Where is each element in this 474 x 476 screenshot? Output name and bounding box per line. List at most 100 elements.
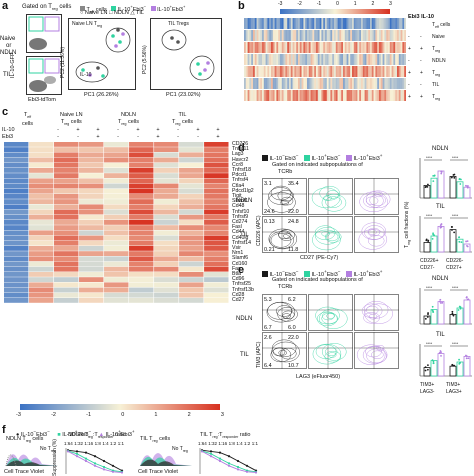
heat-b-cell xyxy=(319,66,322,77)
flow-contour xyxy=(374,191,384,198)
heat-b-cell xyxy=(278,90,281,101)
bar xyxy=(449,175,457,199)
scale-ticks-b: -3 -2 -1 0 1 2 3 xyxy=(278,1,392,7)
heat-c-cell xyxy=(54,251,79,256)
heat-b-cell xyxy=(335,18,338,29)
heat-b-cell xyxy=(310,30,313,41)
heat-b-cell xyxy=(299,42,302,53)
heat-b-cell xyxy=(244,78,246,89)
heat-b-cell xyxy=(319,54,322,65)
bar-point xyxy=(452,364,455,367)
heat-b-cell xyxy=(321,78,324,89)
heat-b-cell xyxy=(263,42,266,53)
bar-point xyxy=(432,233,435,236)
heat-c-cell xyxy=(204,220,229,225)
flow-contour xyxy=(361,303,383,319)
heat-b-cell xyxy=(281,54,284,65)
bar-point xyxy=(451,226,453,228)
heat-c-cell xyxy=(29,292,54,298)
heat-b-cell xyxy=(337,66,340,77)
heat-b-cell xyxy=(375,78,378,89)
heat-b-cell xyxy=(317,54,320,65)
heat-c-cell xyxy=(204,209,229,215)
flow-quadrant-value: 10.7 xyxy=(288,363,299,369)
heat-c-cell xyxy=(29,251,54,256)
heat-b-cell xyxy=(379,90,381,101)
heat-c-cell xyxy=(204,292,229,298)
suppression-point xyxy=(111,464,115,467)
heat-c-cell xyxy=(54,292,79,298)
heat-b-cell xyxy=(245,42,248,53)
bar-point xyxy=(427,364,429,367)
heat-b-cell xyxy=(341,78,344,89)
heat-b-cell xyxy=(384,18,387,29)
heat-c-cell xyxy=(154,194,179,199)
heat-c-cell xyxy=(204,240,229,246)
heat-b-cell xyxy=(402,66,405,77)
bar-point xyxy=(433,174,436,177)
heat-b-cell xyxy=(316,30,318,41)
heat-b-cell xyxy=(330,18,333,29)
heat-b-cell xyxy=(296,54,299,65)
heat-b-cell xyxy=(377,78,380,89)
heat-b-cell xyxy=(253,18,255,29)
ebi3-tdtom-axis: Ebi3-tdTom xyxy=(28,97,56,103)
heat-b-cell xyxy=(386,78,389,89)
heat-c-cell xyxy=(129,240,154,246)
heat-b-cell xyxy=(262,90,264,101)
heat-c-cell xyxy=(79,282,104,288)
heat-c-cell xyxy=(29,235,54,241)
heat-b-cell xyxy=(314,18,317,29)
heat-b-cell xyxy=(404,42,406,53)
heat-b-cell xyxy=(271,18,273,29)
heat-c-cell xyxy=(129,199,154,204)
legend-e: IL-10−Ebi3− IL-10+Ebi3− IL-10+Ebi3+ xyxy=(262,268,382,279)
heat-b-cell xyxy=(316,42,318,53)
heat-c-cell xyxy=(104,209,129,215)
heat-b-cell xyxy=(272,54,275,65)
heat-b-cell xyxy=(256,66,259,77)
heat-b-cell xyxy=(267,54,270,65)
heat-c-cell xyxy=(104,183,129,189)
suppression-point xyxy=(218,457,222,460)
heat-b-cell xyxy=(305,42,308,53)
heat-c-cell xyxy=(179,194,204,199)
heat-b-cell xyxy=(319,78,322,89)
f-til-ratio-title: TIL Treg:Tresponder ratio xyxy=(200,432,251,440)
heat-c-cell xyxy=(129,251,154,256)
e-bar-x-2: TIM3+ LAG3+ xyxy=(446,382,462,395)
heat-b-cell xyxy=(380,78,383,89)
suppression-point xyxy=(227,455,231,458)
heat-c-cell xyxy=(54,282,79,288)
heat-c-cell xyxy=(179,240,204,246)
bar xyxy=(423,367,431,377)
heat-b-cell xyxy=(343,78,345,89)
heat-b-cell xyxy=(337,42,340,53)
heat-b-cell xyxy=(287,18,290,29)
heat-c-cell xyxy=(154,287,179,293)
heat-b-cell xyxy=(361,78,363,89)
heatmap-scale-b xyxy=(280,9,390,14)
heat-b-cell xyxy=(244,66,246,77)
heat-b-cell xyxy=(281,90,284,101)
heat-b-cell xyxy=(339,42,342,53)
heat-b-cell xyxy=(344,30,347,41)
heat-b-cell xyxy=(274,90,277,101)
heat-b-cell xyxy=(379,30,381,41)
heat-c-cell xyxy=(54,157,79,163)
heat-b-cell xyxy=(343,90,345,101)
flow-quadrant-value: 0.21 xyxy=(264,247,275,253)
heat-b-cell xyxy=(298,30,300,41)
heat-b-cell xyxy=(301,18,304,29)
heat-c-cell xyxy=(104,246,129,251)
heat-b-cell xyxy=(290,18,293,29)
heat-c-cell xyxy=(29,287,54,293)
heat-b-cell xyxy=(289,30,291,41)
heat-c-cell xyxy=(154,251,179,256)
heat-b-cell xyxy=(332,66,335,77)
flow-box xyxy=(354,332,399,369)
heat-b-cell xyxy=(375,42,378,53)
heat-b-cell xyxy=(350,54,353,65)
heat-b-cell xyxy=(267,78,270,89)
heat-b-cell xyxy=(371,42,374,53)
